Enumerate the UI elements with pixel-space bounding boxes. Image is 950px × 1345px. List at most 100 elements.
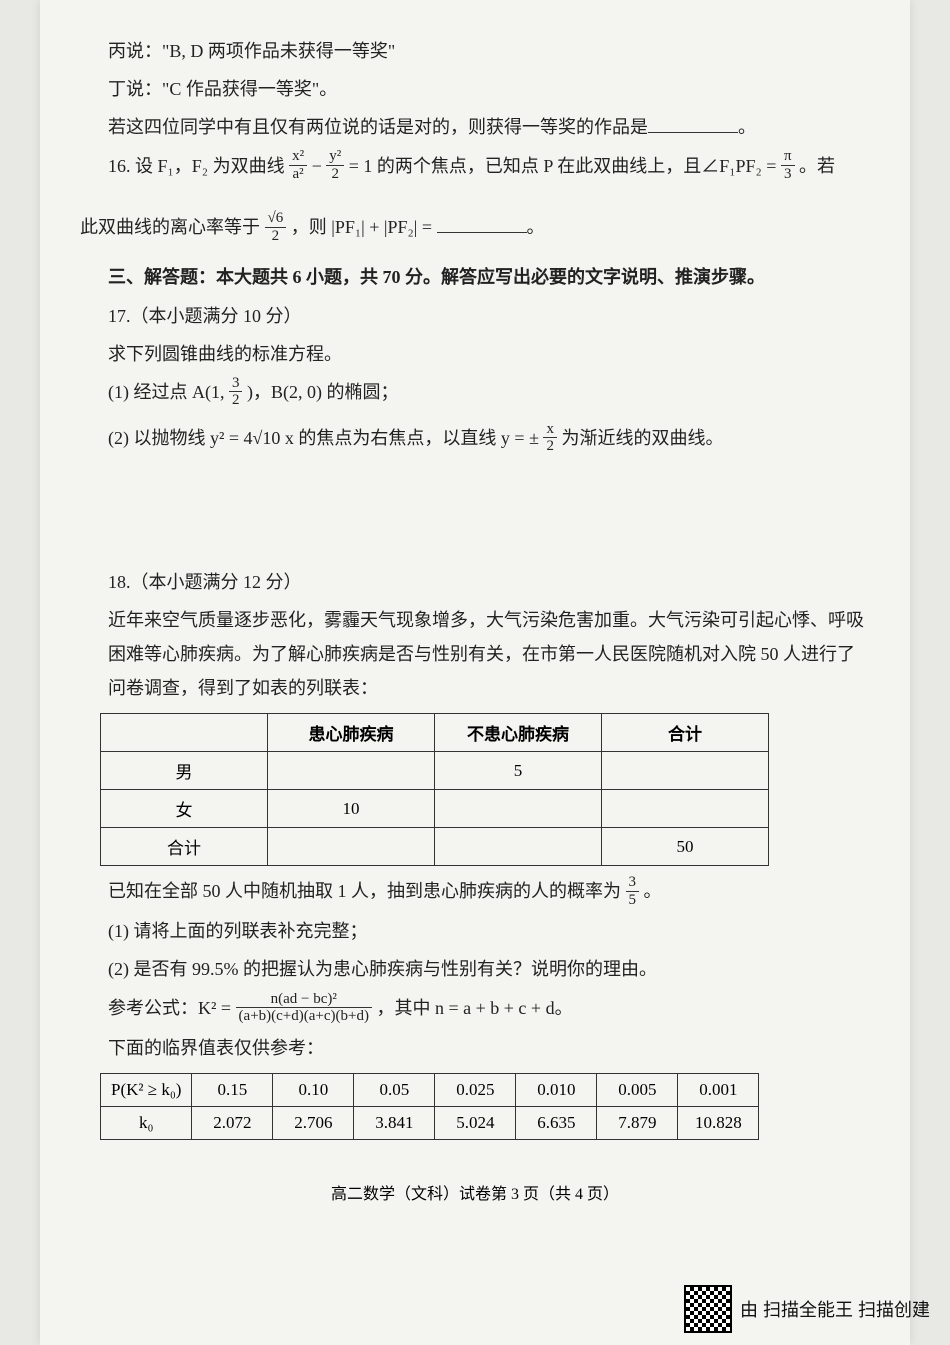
q17-p2a: (2) 以抛物线 y² = 4√10 x 的焦点为右焦点，以直线 y = ± [108,428,543,448]
frac-num: x² [289,148,307,166]
frac-den: 3 [781,166,795,183]
frac-num: n(ad − bc)² [236,991,372,1009]
q17-head: 17.（本小题满分 10 分） [108,299,870,333]
td: 10 [268,790,435,828]
q17-intro: 求下列圆锥曲线的标准方程。 [108,337,870,371]
q16-minus: − [312,156,327,176]
q15-cond-text: 若这四位同学中有且仅有两位说的话是对的，则获得一等奖的作品是 [108,117,648,137]
cv-r4: 5.024 [435,1106,516,1139]
work-gap [80,511,870,561]
td [268,752,435,790]
th-blank [101,714,268,752]
q17-p2-frac: x 2 [543,421,557,455]
work-gap [80,461,870,511]
td [602,790,769,828]
table-row: P(K² ≥ k₀) 0.15 0.10 0.05 0.025 0.010 0.… [101,1073,759,1106]
table-row: 合计 50 [101,828,769,866]
q16-line2: 此双曲线的离心率等于 √6 2 ，则 |PF₁| + |PF₂| = 。 [80,210,870,246]
q17-p1a: (1) 经过点 A(1, [108,382,229,402]
q17-part2: (2) 以抛物线 y² = 4√10 x 的焦点为右焦点，以直线 y = ± x… [108,421,870,457]
table-row: k₀ 2.072 2.706 3.841 5.024 6.635 7.879 1… [101,1106,759,1139]
q18-known-b: 。 [644,881,662,901]
q16-a: 16. 设 F₁，F₂ 为双曲线 [108,156,289,176]
td-male: 男 [101,752,268,790]
cv-h7: 0.001 [678,1073,759,1106]
cv-h1: 0.15 [192,1073,273,1106]
frac-num: π [781,148,795,166]
td-total: 合计 [101,828,268,866]
q18-part2: (2) 是否有 99.5% 的把握认为患心肺疾病与性别有关？说明你的理由。 [108,952,870,986]
cv-r6: 7.879 [597,1106,678,1139]
cv-r7: 10.828 [678,1106,759,1139]
contingency-table: 患心肺疾病 不患心肺疾病 合计 男 5 女 10 合计 50 [100,713,769,866]
q16-frac1: x² a² [289,148,307,182]
cv-r1: 2.072 [192,1106,273,1139]
q17-p1-frac: 3 2 [229,375,243,409]
q18-known-a: 已知在全部 50 人中随机抽取 1 人，抽到患心肺疾病的人的概率为 [108,881,621,901]
frac-num: y² [326,148,344,166]
exam-page: 丙说："B, D 两项作品未获得一等奖" 丁说："C 作品获得一等奖"。 若这四… [40,0,910,1345]
q18-part1: (1) 请将上面的列联表补充完整； [108,914,870,948]
q16-l2a: 此双曲线的离心率等于 [80,217,260,237]
td [435,828,602,866]
cv-r0: k₀ [101,1106,192,1139]
td [602,752,769,790]
cv-r5: 6.635 [516,1106,597,1139]
frac-num: x [543,421,557,439]
q17-part1: (1) 经过点 A(1, 3 2 )，B(2, 0) 的椭圆； [108,375,870,411]
frac-num: 3 [626,874,640,892]
q16-ecc-frac: √6 2 [265,210,287,244]
td: 50 [602,828,769,866]
scan-text: 由 扫描全能王 扫描创建 [740,1296,930,1322]
q18-known: 已知在全部 50 人中随机抽取 1 人，抽到患心肺疾病的人的概率为 3 5 。 [108,874,870,910]
frac-num: √6 [265,210,287,228]
cv-h3: 0.05 [354,1073,435,1106]
q17-p2b: 为渐近线的双曲线。 [561,428,723,448]
frac-den: 2 [229,392,243,409]
q16-angle-frac: π 3 [781,148,795,182]
table-row: 女 10 [101,790,769,828]
cv-r3: 3.841 [354,1106,435,1139]
table-row: 男 5 [101,752,769,790]
th-total: 合计 [602,714,769,752]
scan-footer: 由 扫描全能王 扫描创建 [684,1285,930,1333]
q15-condition: 若这四位同学中有且仅有两位说的话是对的，则获得一等奖的作品是。 [108,110,870,144]
cv-h4: 0.025 [435,1073,516,1106]
q18-formula-b: ，其中 n = a + b + c + d。 [376,998,572,1018]
cv-r2: 2.706 [273,1106,354,1139]
q16-blank [437,214,527,233]
frac-den: 2 [265,228,287,245]
th-disease: 患心肺疾病 [268,714,435,752]
cv-h5: 0.010 [516,1073,597,1106]
q16-b: = 1 的两个焦点，已知点 P 在此双曲线上，且∠F₁PF₂ = [349,156,781,176]
qr-code-icon [684,1285,732,1333]
q18-known-frac: 3 5 [626,874,640,908]
q15-blank [648,114,738,133]
q18-formula: 参考公式：K² = n(ad − bc)² (a+b)(c+d)(a+c)(b+… [108,991,870,1027]
frac-den: (a+b)(c+d)(a+c)(b+d) [236,1008,372,1025]
q18-ref: 下面的临界值表仅供参考： [108,1031,870,1065]
critical-value-table: P(K² ≥ k₀) 0.15 0.10 0.05 0.025 0.010 0.… [100,1073,759,1140]
q18-para1: 近年来空气质量逐步恶化，雾霾天气现象增多，大气污染危害加重。大气污染可引起心悸、… [108,603,870,706]
q15-bing: 丙说："B, D 两项作品未获得一等奖" [108,34,870,68]
cv-h0: P(K² ≥ k₀) [101,1073,192,1106]
cv-h6: 0.005 [597,1073,678,1106]
frac-den: 2 [326,166,344,183]
q16-frac2: y² 2 [326,148,344,182]
q17-p1b: )，B(2, 0) 的椭圆； [247,382,399,402]
td [435,790,602,828]
table-row: 患心肺疾病 不患心肺疾病 合计 [101,714,769,752]
frac-den: 2 [543,438,557,455]
cv-h2: 0.10 [273,1073,354,1106]
q16-line1: 16. 设 F₁，F₂ 为双曲线 x² a² − y² 2 = 1 的两个焦点，… [108,149,870,185]
q18-head: 18.（本小题满分 12 分） [108,565,870,599]
q16-l2b: ，则 |PF₁| + |PF₂| = [291,217,437,237]
q18-formula-frac: n(ad − bc)² (a+b)(c+d)(a+c)(b+d) [236,991,372,1025]
td-female: 女 [101,790,268,828]
page-footer: 高二数学（文科）试卷第 3 页（共 4 页） [80,1180,870,1204]
th-nodisease: 不患心肺疾病 [435,714,602,752]
section3-header: 三、解答题：本大题共 6 小题，共 70 分。解答应写出必要的文字说明、推演步骤… [108,260,870,294]
q18-formula-a: 参考公式：K² = [108,998,236,1018]
td [268,828,435,866]
frac-den: 5 [626,892,640,909]
